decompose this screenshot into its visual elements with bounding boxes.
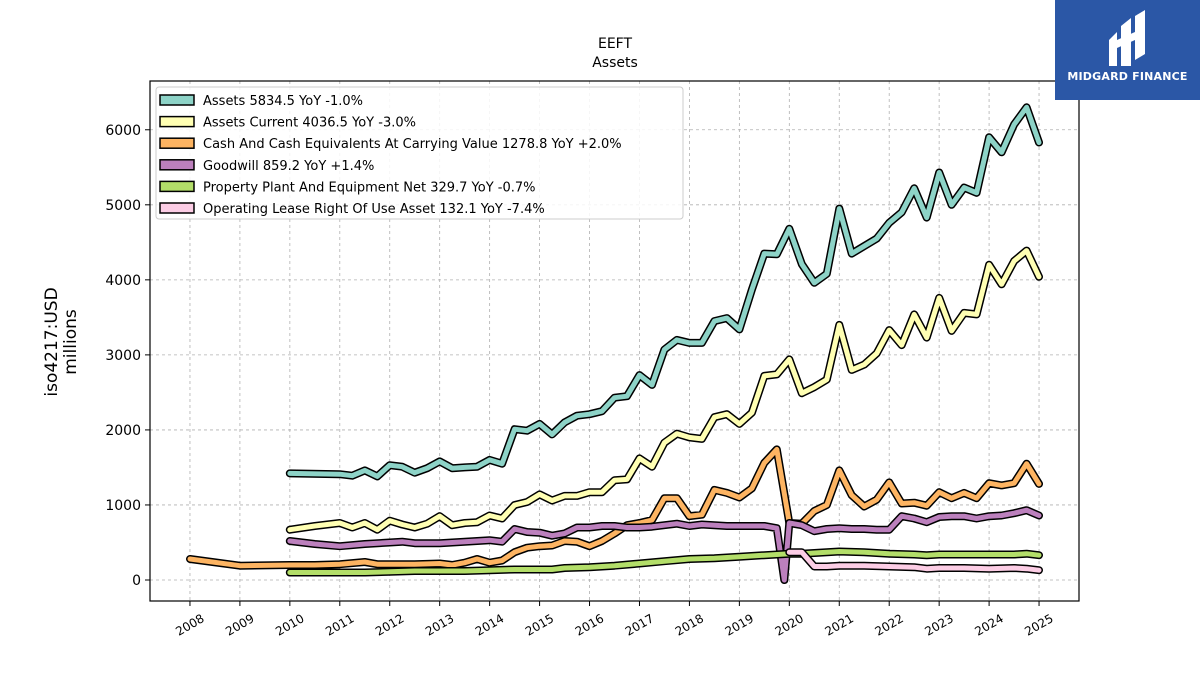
x-tick-label: 2015 [523,611,556,638]
legend-label: Assets Current 4036.5 YoY -3.0% [203,116,416,131]
legend-swatch [159,137,195,149]
series-line [287,104,1042,479]
legend-label: Operating Lease Right Of Use Asset 132.1… [203,202,545,217]
series-line [287,248,1042,533]
legend-item: Assets 5834.5 YoY -1.0% [159,94,363,109]
x-tick-label: 2020 [773,611,806,638]
x-tick-label: 2018 [673,611,706,638]
x-tick-label: 2024 [972,611,1005,638]
y-tick-label: 2000 [105,423,141,439]
plot-frame [149,80,1080,602]
midgard-logo-icon [1109,10,1145,66]
legend-label: Goodwill 859.2 YoY +1.4% [203,159,374,174]
y-tick-label: 5000 [105,198,141,214]
series-3 [285,506,1043,584]
series-4 [285,547,1043,577]
x-tick-label: 2012 [373,611,406,638]
legend-swatch [159,94,195,106]
series-line [287,549,1042,575]
legend-item: Cash And Cash Equivalents At Carrying Va… [159,137,622,152]
chart-subtitle: Assets [592,55,638,71]
y-tick-label: 4000 [105,273,141,289]
x-tick-label: 2013 [423,611,456,638]
series-line [187,446,1042,569]
series-0 [285,103,1043,481]
series-line-outline [285,246,1043,534]
x-tick-label: 2010 [273,611,306,638]
legend-swatch [159,180,195,193]
x-tick-label: 2023 [922,611,955,638]
x-tick-label: 2025 [1022,611,1055,638]
legend-label: Cash And Cash Equivalents At Carrying Va… [203,137,622,152]
legend-item: Operating Lease Right Of Use Asset 132.1… [159,202,545,217]
x-tick-label: 2011 [323,611,356,638]
logo-text: MIDGARD FINANCE [1067,70,1188,83]
x-tick-label: 2019 [723,611,756,638]
chart-title: EEFT [598,36,632,52]
series-2 [186,445,1043,570]
y-tick-label: 0 [132,573,141,589]
y-axis-label-unit: millions [61,309,81,375]
series-lines [186,103,1043,584]
legend: Assets 5834.5 YoY -1.0% Assets Current 40… [155,86,684,220]
legend-label: Property Plant And Equipment Net 329.7 Y… [203,180,536,195]
series-line [287,507,1042,583]
legend-item: Property Plant And Equipment Net 329.7 Y… [159,180,536,195]
y-tick-label: 1000 [105,498,141,514]
y-axis-ticks: 0 1000 2000 3000 4000 5000 6000 [105,123,150,589]
legend-item: Assets Current 4036.5 YoY -3.0% [159,115,416,131]
logo: MIDGARD FINANCE [1055,0,1200,100]
legend-swatch [159,159,195,171]
x-tick-label: 2008 [173,611,206,638]
legend-swatch [159,202,195,214]
series-1 [285,246,1043,534]
y-tick-label: 3000 [105,348,141,364]
x-tick-label: 2017 [623,611,656,638]
legend-swatch [159,115,195,128]
x-tick-label: 2021 [823,611,856,638]
legend-box [155,86,684,220]
legend-label: Assets 5834.5 YoY -1.0% [203,94,363,109]
series-line [786,549,1042,573]
y-axis-label: iso4217:USD [42,287,62,396]
series-line-outline [186,445,1043,570]
y-tick-label: 6000 [105,123,141,139]
x-tick-label: 2022 [872,611,905,638]
x-tick-label: 2016 [573,611,606,638]
x-tick-label: 2014 [473,611,506,638]
series-5 [785,548,1043,575]
x-axis-ticks: 2008 2009 2010 2011 2012 2013 2014 2015 2016 2017… [173,601,1056,639]
legend-item: Goodwill 859.2 YoY +1.4% [159,159,374,174]
x-tick-label: 2009 [223,611,256,638]
